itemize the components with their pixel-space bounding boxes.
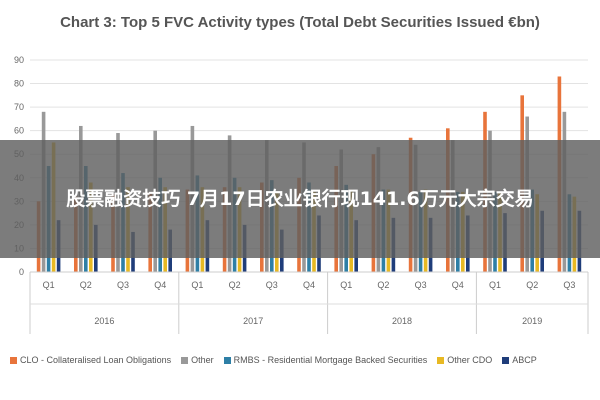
y-tick-label: 90 [14, 55, 24, 65]
x-tick-label: Q3 [117, 280, 129, 290]
y-tick-label: 0 [19, 267, 24, 277]
x-tick-label: Q1 [191, 280, 203, 290]
x-tick-label: Q2 [526, 280, 538, 290]
x-tick-label: Q2 [229, 280, 241, 290]
x-tick-label: Q4 [303, 280, 315, 290]
x-tick-label: Q3 [266, 280, 278, 290]
x-tick-label: Q2 [80, 280, 92, 290]
y-tick-label: 60 [14, 126, 24, 136]
x-tick-label: Q1 [489, 280, 501, 290]
legend-label: CLO - Collateralised Loan Obligations [20, 355, 172, 365]
x-tick-label: Q4 [452, 280, 464, 290]
legend-label: Other [191, 355, 214, 365]
legend-swatch [10, 356, 17, 364]
legend-item: Other [181, 355, 214, 365]
legend-swatch [437, 356, 445, 364]
x-tick-label: Q3 [563, 280, 575, 290]
y-tick-label: 80 [14, 79, 24, 89]
year-label: 2018 [392, 316, 412, 326]
legend-item: RMBS - Residential Mortgage Backed Secur… [223, 355, 428, 365]
x-tick-label: Q2 [377, 280, 389, 290]
legend-label: ABCP [512, 355, 537, 365]
x-tick-label: Q1 [43, 280, 55, 290]
legend-swatch [223, 356, 231, 364]
legend: CLO - Collateralised Loan Obligations Oth… [10, 352, 600, 368]
legend-label: Other CDO [447, 355, 493, 365]
legend-item: ABCP [502, 355, 537, 365]
year-label: 2019 [522, 316, 542, 326]
x-tick-label: Q3 [415, 280, 427, 290]
x-tick-label: Q4 [154, 280, 166, 290]
year-label: 2016 [94, 316, 114, 326]
legend-item: CLO - Collateralised Loan Obligations [10, 355, 171, 365]
legend-label: RMBS - Residential Mortgage Backed Secur… [233, 355, 428, 365]
legend-item: Other CDO [437, 355, 492, 365]
y-tick-label: 70 [14, 102, 24, 112]
year-label: 2017 [243, 316, 263, 326]
overlay-banner-text: 股票融资技巧 7月17日农业银行现141.6万元大宗交易 [66, 188, 534, 210]
legend-swatch [181, 356, 189, 364]
legend-swatch [502, 356, 510, 364]
chart-title: Chart 3: Top 5 FVC Activity types (Total… [60, 14, 540, 31]
overlay-banner: 股票融资技巧 7月17日农业银行现141.6万元大宗交易 [0, 140, 600, 258]
x-tick-label: Q1 [340, 280, 352, 290]
